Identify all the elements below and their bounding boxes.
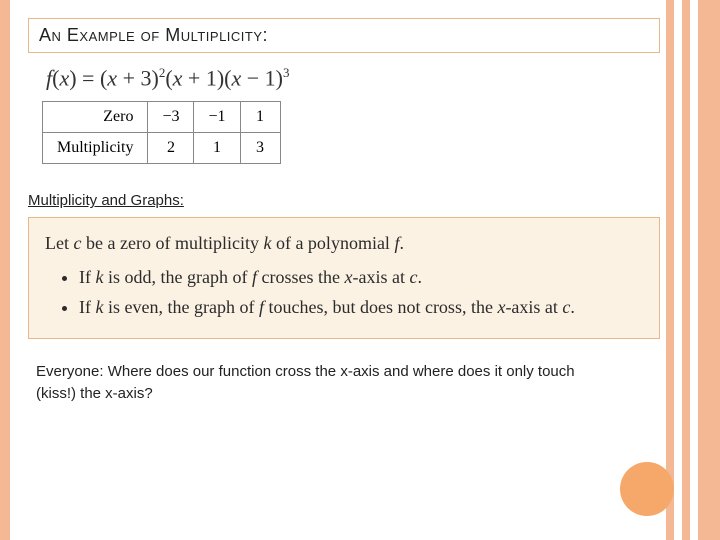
theorem-bullet-even: If k is even, the graph of f touches, bu… [79, 294, 643, 322]
zero-cell: −3 [148, 102, 194, 133]
theorem-text: of a polynomial [271, 233, 394, 253]
table-row: Zero −3 −1 1 [43, 102, 281, 133]
subheading: Multiplicity and Graphs: [28, 192, 660, 209]
factor3-power: 3 [283, 65, 290, 80]
theorem-box: Let c be a zero of multiplicity k of a p… [28, 217, 660, 339]
right-stripe-2 [682, 0, 690, 540]
factor1-offset: + 3 [123, 65, 152, 90]
theorem-bullet-odd: If k is odd, the graph of f crosses the … [79, 264, 643, 292]
right-stripe-1 [698, 0, 720, 540]
bullet-text: -axis at [505, 297, 562, 317]
polynomial-equation: f(x) = (x + 3)2(x + 1)(x − 1)3 [46, 65, 660, 91]
bullet-text: If [79, 267, 96, 287]
bullet-k: k [96, 267, 104, 287]
factor3-var: x [231, 65, 241, 90]
slide-content: An Example of Multiplicity: f(x) = (x + … [28, 18, 660, 405]
row-label-multiplicity: Multiplicity [43, 133, 148, 164]
question-text: Everyone: Where does our function cross … [36, 361, 616, 405]
factor2-var: x [173, 65, 183, 90]
factor2-offset: + 1 [188, 65, 217, 90]
zeros-table: Zero −3 −1 1 Multiplicity 2 1 3 [42, 101, 281, 164]
mult-cell: 1 [194, 133, 240, 164]
bullet-k: k [96, 297, 104, 317]
theorem-c: c [74, 233, 82, 253]
bullet-text: If [79, 297, 96, 317]
bullet-text: . [417, 267, 422, 287]
right-gap-1 [690, 0, 698, 540]
left-stripe [0, 0, 10, 540]
zero-cell: 1 [240, 102, 280, 133]
theorem-intro: Let c be a zero of multiplicity k of a p… [45, 230, 643, 258]
bullet-text: is even, the graph of [104, 297, 259, 317]
mult-cell: 2 [148, 133, 194, 164]
bullet-text: -axis at [352, 267, 409, 287]
bullet-text: . [570, 297, 575, 317]
theorem-text: be a zero of multiplicity [82, 233, 264, 253]
bullet-text: crosses the [257, 267, 344, 287]
bullet-text: is odd, the graph of [104, 267, 252, 287]
row-label-zero: Zero [43, 102, 148, 133]
theorem-text: Let [45, 233, 74, 253]
factor3-offset: − 1 [247, 65, 276, 90]
var-symbol: x [59, 65, 69, 90]
right-stripe-3 [666, 0, 674, 540]
right-gap-2 [674, 0, 682, 540]
mult-cell: 3 [240, 133, 280, 164]
table-row: Multiplicity 2 1 3 [43, 133, 281, 164]
bullet-text: touches, but does not cross, the [264, 297, 497, 317]
factor1-var: x [107, 65, 117, 90]
accent-circle-icon [620, 462, 674, 516]
theorem-text: . [399, 233, 404, 253]
zero-cell: −1 [194, 102, 240, 133]
slide-title: An Example of Multiplicity: [28, 18, 660, 53]
